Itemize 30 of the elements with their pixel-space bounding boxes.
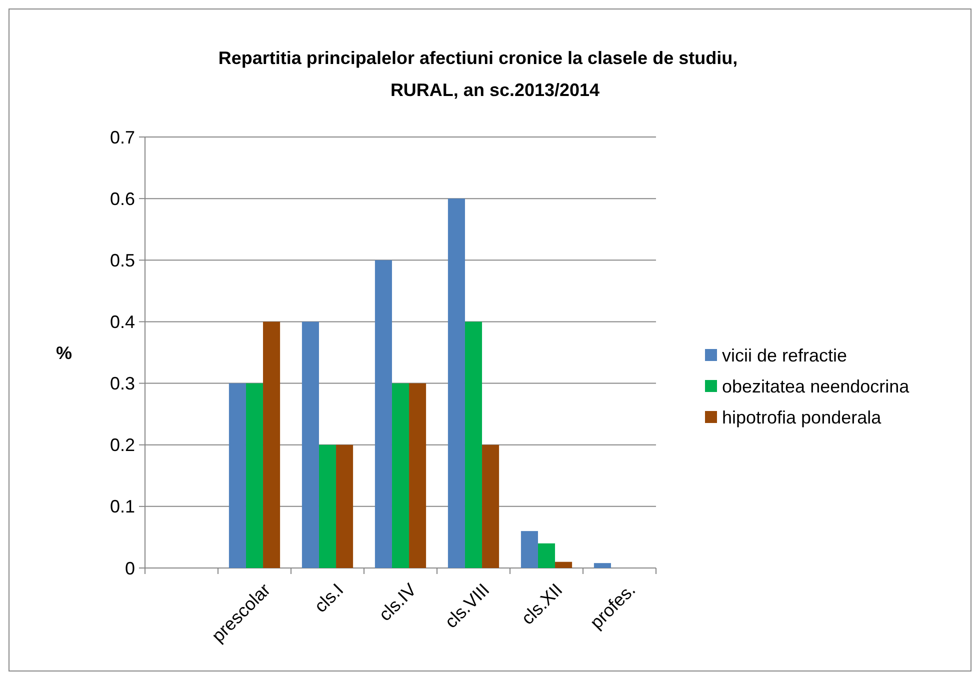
bar	[374, 260, 392, 568]
y-tick-label: 0.3	[110, 374, 135, 394]
bar	[538, 543, 556, 568]
bar	[448, 198, 465, 568]
bar	[555, 562, 572, 568]
bar	[263, 322, 280, 568]
y-tick-label: 0	[124, 558, 135, 578]
y-tick-label: 0.1	[110, 496, 135, 517]
legend-label: hipotrofia ponderala	[722, 407, 882, 428]
y-tick-label: 0.5	[110, 250, 135, 270]
bar	[336, 444, 354, 568]
bar	[520, 531, 538, 568]
y-tick-label: 0.2	[110, 435, 135, 456]
bar	[246, 383, 264, 568]
bar	[318, 444, 336, 568]
y-axis-title: %	[56, 342, 72, 363]
y-tick-label: 0.4	[110, 312, 135, 332]
bar	[464, 322, 482, 568]
chart-title: Repartitia principalelor afectiuni cronice la clasele de studiu, RURAL, an sc.2013/2014	[218, 48, 738, 100]
x-tick-label: cls.I	[310, 580, 348, 616]
bar	[409, 383, 426, 568]
legend-label: obezitatea neendocrina	[722, 376, 910, 396]
bar	[482, 444, 500, 568]
bar	[392, 383, 410, 568]
bar	[228, 383, 246, 568]
y-tick-label: 0.6	[110, 188, 135, 209]
bar	[302, 322, 319, 568]
y-tick-label: 0.7	[110, 127, 135, 148]
bar	[594, 563, 611, 568]
legend-label: vicii de refractie	[722, 345, 848, 366]
